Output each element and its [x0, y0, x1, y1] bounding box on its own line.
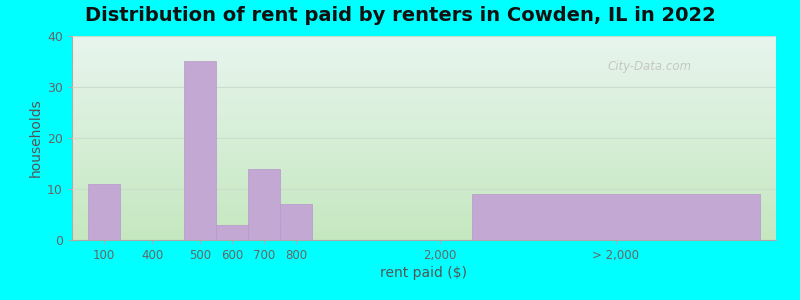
Bar: [88, 184, 120, 240]
Bar: [280, 204, 312, 240]
Bar: [472, 194, 760, 240]
Bar: [184, 61, 216, 240]
Text: Distribution of rent paid by renters in Cowden, IL in 2022: Distribution of rent paid by renters in …: [85, 6, 715, 25]
Y-axis label: households: households: [29, 99, 43, 177]
Bar: [216, 225, 248, 240]
X-axis label: rent paid ($): rent paid ($): [381, 266, 467, 280]
Text: City-Data.com: City-Data.com: [607, 60, 691, 73]
Bar: [248, 169, 280, 240]
